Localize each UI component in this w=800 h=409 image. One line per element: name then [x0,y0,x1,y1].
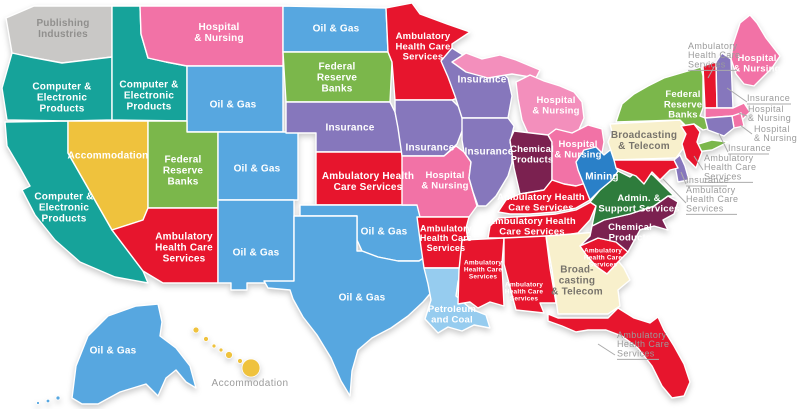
state-KY-label: Ambulatory Health Care Services [497,192,585,213]
state-DE-region [673,154,690,183]
state-KS-label: Ambulatory Health Care Services [322,171,414,193]
state-MD-region [613,159,679,185]
state-IL-region [461,117,515,207]
state-HI-region [192,326,261,378]
state-CO-region [217,131,299,201]
state-NM-label: Oil & Gas [233,248,280,259]
external-label-RI: Hospital & Nursing [754,124,797,143]
leader-line-DE-pointer [680,171,687,185]
state-SC-label: Ambulatory Health Care Services [584,247,623,268]
state-MN-label: Ambulatory Health Care Services [396,31,451,63]
state-IN-label: Chemical Products [510,144,554,165]
state-ND-label: Oil & Gas [313,24,360,35]
external-label-NH: Insurance [747,93,790,103]
state-ME-label: Hospital & Nursing [733,53,780,74]
state-WA-label: Publishing Industries [36,18,89,40]
state-OR-label: Computer & Electronic Products [32,82,91,115]
leader-line-MA-pointer [738,112,748,117]
state-PA-label: Broadcasting & Telecom [611,130,677,152]
state-NC-label: Chemical Products [608,222,652,243]
state-OK-label: Oil & Gas [361,227,408,238]
state-AK-label: Oil & Gas [90,346,137,357]
state-FL-region [547,307,691,399]
state-IA-label: Insurance [405,143,454,154]
state-AL-label: Ambulatory Health Care Services [505,281,544,302]
state-CO-label: Oil & Gas [234,164,281,175]
state-MO-label: Hospital & Nursing [421,170,468,191]
external-label-MA: Hospital & Nursing [748,104,791,123]
state-MS-region [457,237,505,309]
state-MS-label: Ambulatory Health Care Services [464,259,503,280]
external-label-NJ: Ambulatory Health Care Services [704,153,756,181]
state-CA-label: Computer & Electronic Products [34,192,93,225]
external-label-VT: Ambulatory Health Care Services [688,41,740,69]
state-MT-label: Hospital & Nursing [194,22,244,44]
leader-line-NH-pointer [726,87,748,103]
state-WI-label: Insurance [457,75,506,86]
state-LA-label: Petroleum and Coal [428,304,476,325]
state-TN-label: Ambulatory Health Care Services [488,216,576,237]
state-ME-region [730,14,781,87]
state-LA-region [423,267,491,334]
state-AR-label: Ambulatory Health Care Services [420,223,472,252]
state-NY-label: Federal Reserve Banks [664,89,702,121]
state-GA-label: Broad-casting & Telecom [551,265,603,298]
external-label-MD: Ambulatory Health Care Services [686,185,738,213]
state-SD-label: Federal Reserve Banks [317,62,358,95]
state-AZ-label: Ambulatory Health Care Services [155,232,213,265]
state-NJ-region [680,123,703,169]
leader-line-RI-pointer [739,124,753,135]
state-NE-label: Insurance [325,123,374,134]
leader-line-NJ-pointer [693,155,704,171]
state-MI-region [451,52,585,139]
state-MI-label: Hospital & Nursing [532,95,579,116]
leader-line-CT-pointer [718,133,729,153]
state-IL-label: Insurance [464,147,513,158]
external-label-HI: Accommodation [212,378,289,389]
state-VA-label: Admin. & Support Services [598,193,679,214]
external-label-CT: Insurance [728,143,771,153]
state-TX-region [263,215,440,397]
state-AK-region [36,303,197,405]
state-ID-label: Computer & Electronic Products [119,80,178,113]
leader-line-FL-pointer [597,343,616,356]
state-CT-region [704,115,735,137]
state-SD-region [282,51,393,103]
external-label-FL: Ambulatory Health Care Services [617,330,669,358]
state-NH-region [715,52,734,109]
leader-line-MD-pointer [662,178,687,204]
external-label-DE: Insurance [686,175,729,185]
state-NV-label: Accommodation [68,151,149,162]
state-TX-label: Oil & Gas [339,293,386,304]
state-WY-label: Oil & Gas [210,100,257,111]
state-WV-label: Mining [585,172,618,183]
leader-line-VT-pointer [707,66,715,79]
state-OH-label: Hospital & Nursing [554,139,601,160]
state-UT-label: Federal Reserve Banks [163,155,204,188]
state-NM-region [217,199,295,291]
